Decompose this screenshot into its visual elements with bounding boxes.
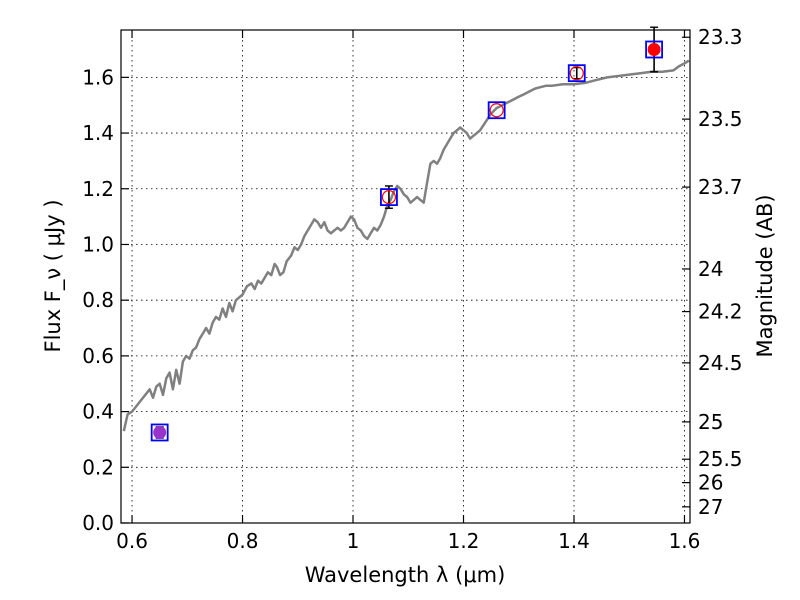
magnitude-tick-label: 24.5 [698, 351, 743, 375]
model-point-square [567, 64, 586, 83]
model-point-square [645, 40, 663, 59]
x-tick-label: 0.6 [116, 529, 148, 553]
observed-point [569, 66, 584, 81]
y-tick-label: 1.0 [82, 232, 114, 256]
x-tick-label: 0.8 [227, 529, 259, 553]
magnitude-tick-label: 25.5 [698, 447, 743, 471]
y-tick-label: 0.4 [82, 400, 114, 424]
grid [121, 30, 690, 524]
magnitude-tick-label: 23.3 [698, 25, 743, 49]
x-tick-label: 1.4 [558, 529, 590, 553]
y-axis-label: Flux F_ν ( μJy ) [41, 199, 66, 352]
data-points [150, 26, 663, 442]
y-tick-label: 0.8 [82, 288, 114, 312]
x-tick-label: 1.2 [448, 529, 480, 553]
observed-point [489, 103, 504, 118]
x-axis-label: Wavelength λ (μm) [305, 563, 506, 587]
y-tick-label: 0.6 [82, 344, 114, 368]
magnitude-tick-label: 26 [698, 471, 723, 495]
model-point-square [150, 423, 169, 442]
model-point-square [487, 101, 506, 120]
y-tick-label: 0.0 [82, 511, 114, 535]
observed-point [153, 425, 167, 439]
model-spectrum-line [122, 59, 690, 432]
observed-point [647, 42, 661, 56]
y-tick-label: 0.2 [82, 455, 114, 479]
model-point-square [380, 188, 398, 207]
magnitude-tick-label: 27 [698, 495, 723, 519]
observed-point [381, 190, 397, 205]
x-tick-label: 1.6 [669, 529, 701, 553]
magnitude-axis-label: Magnitude (AB) [753, 194, 777, 357]
plot-frame [120, 29, 691, 524]
y-tick-label: 1.2 [82, 177, 114, 201]
x-tick-label: 1 [347, 529, 360, 553]
y-tick-label: 1.6 [82, 65, 114, 89]
magnitude-tick-label: 25 [698, 410, 723, 434]
model-spectrum [122, 59, 690, 432]
magnitude-tick-label: 23.7 [698, 175, 743, 199]
axis-ticks: 0.6 0.8 1 1.2 1.4 1.6 0.0 0.2 0.4 0.6 0.8 1.0 1.2 1.4… [82, 25, 742, 553]
magnitude-tick-label: 24.2 [698, 300, 743, 324]
y-tick-label: 1.4 [82, 121, 114, 145]
magnitude-tick-label: 24 [698, 257, 723, 281]
magnitude-tick-label: 23.5 [698, 107, 743, 131]
